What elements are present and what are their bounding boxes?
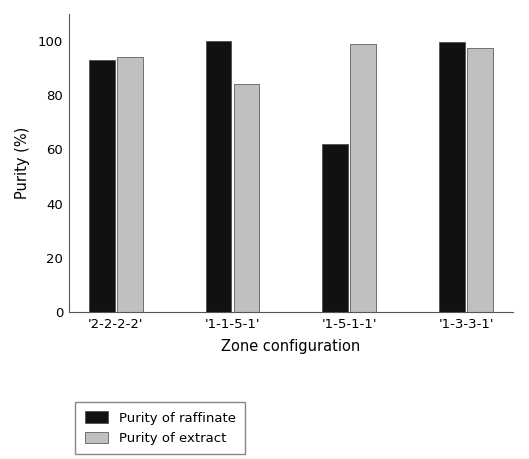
X-axis label: Zone configuration: Zone configuration [221, 339, 361, 354]
Bar [234, 84, 259, 312]
Legend: Purity of raffinate, Purity of extract: Purity of raffinate, Purity of extract [75, 402, 245, 454]
Bar [351, 44, 376, 312]
Bar [439, 42, 465, 312]
Bar [467, 48, 493, 312]
Bar [323, 144, 348, 312]
Bar [89, 60, 115, 312]
Bar [117, 57, 143, 312]
Bar [206, 41, 231, 312]
Y-axis label: Purity (%): Purity (%) [15, 127, 30, 199]
